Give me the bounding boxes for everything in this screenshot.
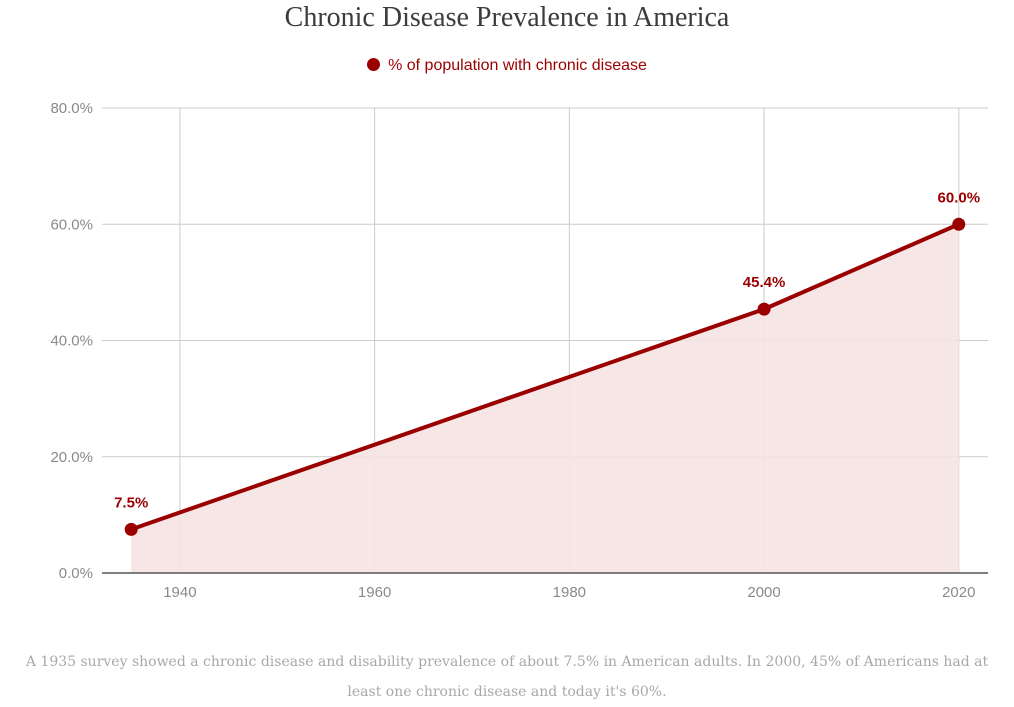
x-tick-label: 1980	[553, 584, 586, 601]
data-label: 60.0%	[938, 189, 981, 206]
x-tick-label: 2020	[942, 584, 975, 601]
line-chart: 0.0% 20.0% 40.0% 60.0% 80.0% 1940 1960 1980 2000…	[50, 100, 988, 601]
data-points	[124, 217, 966, 536]
legend-marker	[367, 58, 381, 71]
data-labels: 7.5% 45.4% 60.0%	[114, 189, 980, 511]
y-tick-label: 80.0%	[50, 100, 93, 117]
x-tick-label: 2000	[747, 584, 780, 601]
data-point	[952, 217, 966, 231]
legend: % of population with chronic disease	[0, 57, 1014, 75]
data-label: 45.4%	[743, 274, 786, 291]
y-tick-label: 40.0%	[50, 333, 93, 350]
y-tick-label: 20.0%	[50, 449, 93, 466]
data-label: 7.5%	[114, 494, 148, 511]
chart-title: Chronic Disease Prevalence in America	[284, 2, 730, 33]
y-tick-label: 0.0%	[59, 565, 93, 582]
x-tick-label: 1940	[163, 584, 196, 601]
x-tick-label: 1960	[358, 584, 391, 601]
legend-label: % of population with chronic disease	[388, 57, 647, 74]
axes: 0.0% 20.0% 40.0% 60.0% 80.0% 1940 1960 1980 2000…	[50, 100, 988, 601]
y-tick-label: 60.0%	[50, 216, 93, 233]
data-point	[124, 522, 138, 536]
series-area	[131, 224, 959, 573]
area-fill-layer	[131, 224, 959, 573]
chart-caption: A 1935 survey showed a chronic disease a…	[25, 654, 989, 700]
data-point	[757, 302, 771, 316]
